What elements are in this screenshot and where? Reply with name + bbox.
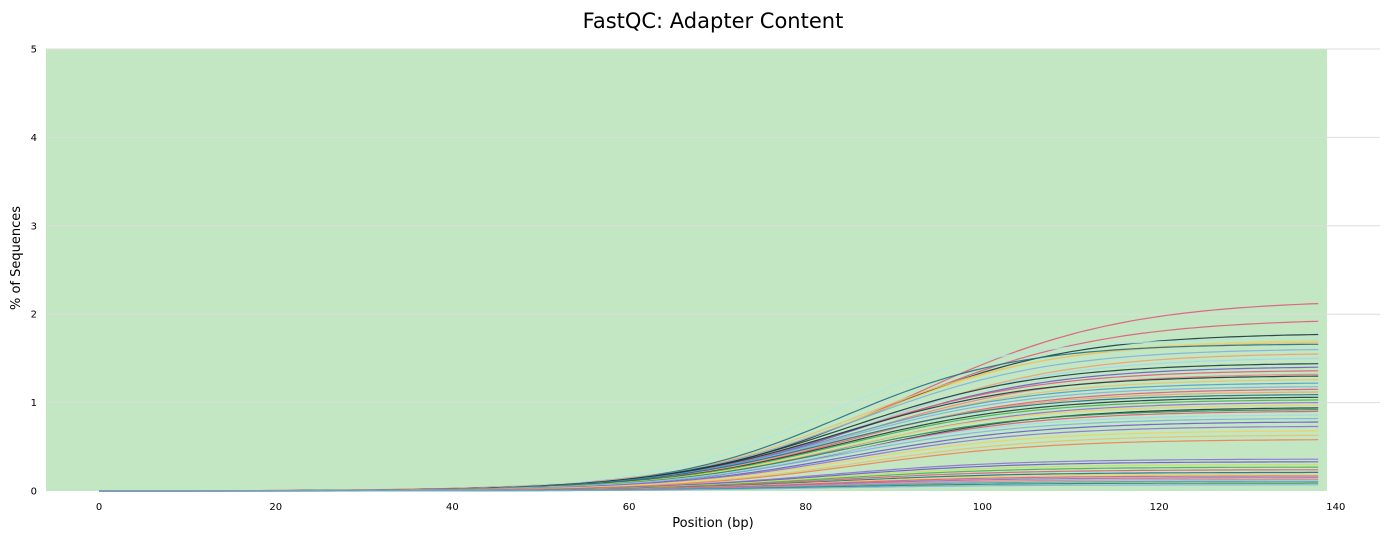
y-tick-label: 3 (31, 221, 37, 232)
series-line-48 (99, 484, 1319, 492)
x-axis-ticks: 0 20 40 60 80 100 120 140 (96, 502, 1346, 513)
x-tick-label: 80 (799, 502, 812, 513)
y-axis-label: % of Sequences (9, 206, 24, 310)
y-tick-label: 5 (31, 45, 37, 56)
y-axis-ticks: 0 1 2 3 4 5 (31, 45, 37, 498)
x-tick-label: 120 (1150, 502, 1169, 513)
plot-background (46, 49, 1327, 491)
y-tick-label: 4 (31, 133, 37, 144)
series-lines (98, 303, 1319, 492)
x-axis-label: Position (bp) (672, 516, 753, 531)
y-tick-label: 2 (31, 310, 37, 321)
x-tick-label: 40 (446, 502, 459, 513)
x-tick-label: 100 (973, 502, 992, 513)
x-tick-label: 20 (269, 502, 282, 513)
x-tick-label: 140 (1326, 502, 1345, 513)
chart-title: FastQC: Adapter Content (583, 9, 844, 33)
y-tick-label: 1 (31, 398, 37, 409)
y-tick-label: 0 (31, 487, 37, 498)
pass-zone-band (46, 49, 1327, 491)
x-tick-label: 60 (623, 502, 636, 513)
x-tick-label: 0 (96, 502, 102, 513)
